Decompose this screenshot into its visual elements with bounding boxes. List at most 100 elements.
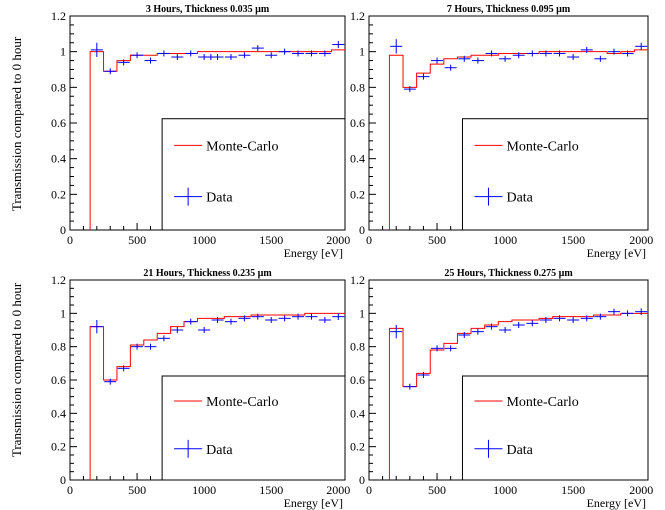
chart-panel-3: 21 Hours, Thickness 0.235 µm 0 0.2 0.4 0.6 0.…	[51, 268, 350, 510]
chart-panel-4: 25 Hours, Thickness 0.275 µm 0 0.2 0.4 0.6 0.…	[350, 268, 653, 510]
x-tick-label: 2000	[629, 233, 653, 247]
x-tick-label: 500	[128, 483, 146, 497]
data-point	[131, 343, 144, 350]
data-point	[278, 315, 291, 322]
data-point	[318, 50, 331, 57]
x-tick-label: 0	[366, 483, 372, 497]
chart-title: 7 Hours, Thickness 0.095 µm	[447, 4, 571, 15]
legend-data-label: Data	[506, 443, 533, 458]
data-point	[131, 52, 144, 59]
legend: Monte-Carlo Data	[161, 118, 346, 231]
y-tick-label: 0.4	[350, 152, 365, 166]
data-point	[184, 50, 197, 57]
chart-title: 3 Hours, Thickness 0.035 µm	[146, 4, 270, 15]
data-point	[224, 318, 237, 325]
data-point	[567, 317, 580, 323]
data-point	[417, 372, 430, 378]
data-point	[171, 54, 184, 61]
data-point	[553, 315, 566, 322]
x-tick-label: 2000	[629, 483, 653, 497]
y-tick-label: 1	[60, 306, 66, 320]
data-point	[567, 54, 580, 61]
data-point	[417, 73, 430, 80]
y-tick-label: 0.6	[51, 373, 66, 387]
legend-box	[461, 118, 649, 231]
y-tick-label: 0.8	[350, 80, 365, 94]
legend-data-label: Data	[506, 191, 533, 206]
data-point	[635, 42, 648, 50]
y-tick-label: 1	[359, 306, 365, 320]
y-tick-label: 0.2	[350, 440, 365, 454]
legend-mc-label: Monte-Carlo	[506, 139, 578, 154]
y-axis-label-top: Transmission compared to 0 hour	[9, 36, 24, 211]
monte-carlo-histogram	[388, 49, 648, 230]
x-tick-label: 2000	[326, 233, 350, 247]
y-tick-label: 0.4	[51, 152, 66, 166]
data-point	[444, 64, 457, 71]
data-point	[431, 57, 444, 64]
y-tick-label: 0	[60, 223, 66, 237]
y-axis-label-bottom: Transmission compared to 0 hour	[9, 282, 24, 457]
y-tick-label: 1.2	[350, 9, 365, 23]
data-point	[471, 328, 484, 335]
data-point	[499, 327, 512, 333]
data-point	[305, 50, 318, 57]
x-tick-label: 0	[67, 233, 73, 247]
data-point	[332, 40, 345, 49]
y-tick-label: 1	[60, 45, 66, 59]
x-tick-label: 0	[67, 483, 73, 497]
x-tick-label: 1000	[493, 233, 517, 247]
y-tick-label: 0.8	[350, 340, 365, 354]
data-point	[635, 308, 648, 315]
data-point	[90, 320, 103, 334]
data-point	[305, 313, 318, 320]
x-axis-label: Energy [eV]	[587, 496, 646, 510]
data-point	[580, 315, 593, 322]
legend-box	[461, 375, 649, 481]
data-point	[431, 345, 444, 352]
data-point	[390, 325, 403, 339]
data-point	[251, 45, 264, 52]
data-point	[90, 42, 103, 58]
y-tick-label: 0.2	[51, 440, 66, 454]
data-point	[184, 318, 197, 325]
data-point	[144, 57, 157, 64]
data-point	[144, 343, 157, 350]
data-point	[594, 313, 607, 320]
x-tick-label: 0	[366, 233, 372, 247]
x-tick-label: 1500	[259, 483, 283, 497]
data-point	[539, 317, 552, 323]
x-axis-label: Energy [eV]	[587, 246, 646, 260]
data-point	[444, 345, 457, 352]
y-tick-label: 0.6	[51, 116, 66, 130]
y-tick-label: 0.2	[350, 187, 365, 201]
y-tick-label: 0.4	[350, 406, 365, 420]
x-tick-label: 1000	[192, 483, 216, 497]
data-point	[318, 317, 331, 323]
legend-data-label: Data	[206, 443, 233, 458]
y-tick-label: 0.6	[350, 116, 365, 130]
y-tick-label: 0.4	[51, 406, 66, 420]
data-point	[526, 50, 539, 57]
chart-panel-2: 7 Hours, Thickness 0.095 µm 0 0.2 0.4 0.6 0.8…	[350, 4, 653, 260]
x-axis-label: Energy [eV]	[284, 496, 343, 510]
x-tick-label: 500	[428, 233, 446, 247]
data-point	[594, 55, 607, 62]
data-point	[238, 315, 251, 322]
data-point	[224, 54, 237, 61]
data-point	[499, 55, 512, 62]
data-point	[471, 57, 484, 64]
x-tick-label: 500	[128, 233, 146, 247]
data-point	[238, 52, 251, 59]
data-point	[390, 39, 403, 54]
x-tick-label: 1500	[259, 233, 283, 247]
monte-carlo-histogram	[89, 49, 345, 230]
y-tick-label: 0.2	[51, 187, 66, 201]
x-tick-label: 1000	[192, 233, 216, 247]
data-point	[251, 313, 264, 320]
data-point	[403, 86, 416, 93]
data-point	[292, 50, 305, 57]
y-tick-label: 1.2	[350, 273, 365, 287]
x-tick-label: 1500	[561, 233, 585, 247]
